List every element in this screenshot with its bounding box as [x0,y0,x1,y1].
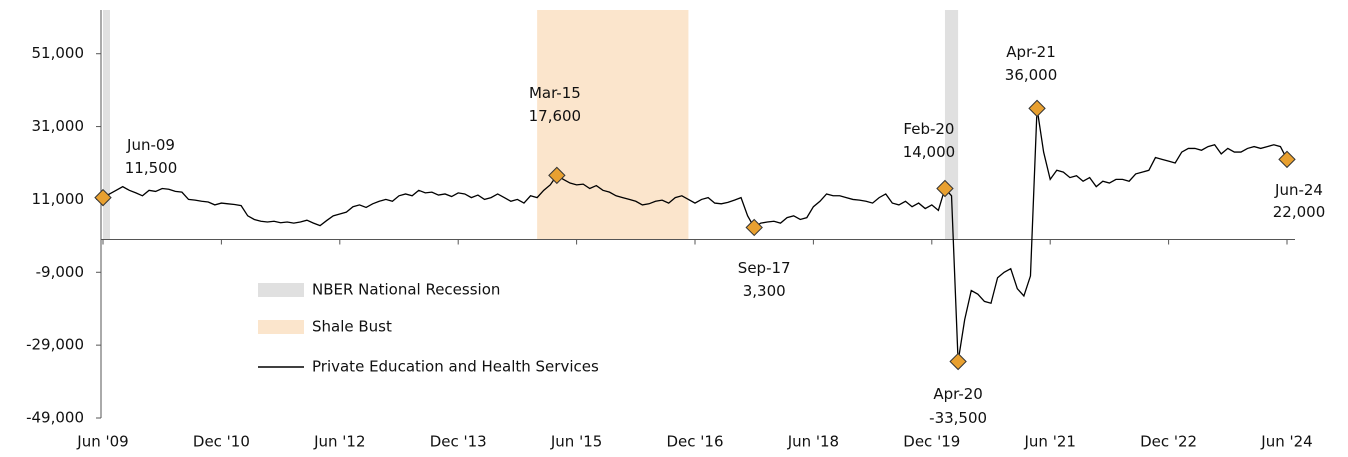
annotation-value: 11,500 [125,159,178,177]
annotation-value: 22,000 [1273,203,1326,221]
x-tick-label: Jun '18 [787,433,839,451]
x-tick-label: Dec '19 [903,433,960,451]
annotation-date: Jun-24 [1274,181,1323,199]
annotation-date: Sep-17 [738,259,791,277]
x-tick-label: Dec '13 [430,433,487,451]
y-tick-label: 11,000 [32,190,85,208]
y-tick-label: 31,000 [32,117,85,135]
y-tick-label: -9,000 [36,263,84,281]
annotation-marker [949,352,967,371]
annotation-date: Mar-15 [529,84,581,102]
x-tick-label: Jun '24 [1260,433,1312,451]
annotation-marker [548,166,566,185]
annotation-value: 3,300 [743,282,786,300]
annotation-marker [936,179,954,198]
legend-label: Private Education and Health Services [312,358,599,376]
legend-swatch [258,283,304,297]
x-tick-label: Jun '09 [76,433,128,451]
x-tick-label: Jun '12 [313,433,365,451]
y-tick-label: -29,000 [26,336,84,354]
annotation-date: Apr-21 [1006,43,1056,61]
annotation-value: -33,500 [929,409,987,427]
annotation-marker [745,218,763,237]
annotation-value: 14,000 [903,143,956,161]
legend-label: NBER National Recession [312,281,500,299]
data-line [102,108,1288,362]
y-tick-label: -49,000 [26,409,84,427]
legend-swatch [258,320,304,334]
x-tick-label: Dec '16 [666,433,723,451]
annotation-date: Feb-20 [903,120,954,138]
annotation-marker [1278,150,1296,169]
x-tick-label: Jun '15 [550,433,602,451]
x-tick-label: Dec '10 [193,433,250,451]
x-tick-label: Jun '21 [1023,433,1075,451]
annotation-date: Apr-20 [933,385,983,403]
y-tick-label: 51,000 [32,44,85,62]
shaded-band [103,10,110,240]
annotation-value: 17,600 [529,107,582,125]
annotation-date: Jun-09 [126,136,175,154]
legend-label: Shale Bust [312,318,392,336]
annotation-marker [1028,99,1046,118]
shaded-band [944,10,959,240]
x-tick-label: Dec '22 [1140,433,1197,451]
annotation-value: 36,000 [1005,66,1058,84]
annotation-marker [94,188,112,207]
